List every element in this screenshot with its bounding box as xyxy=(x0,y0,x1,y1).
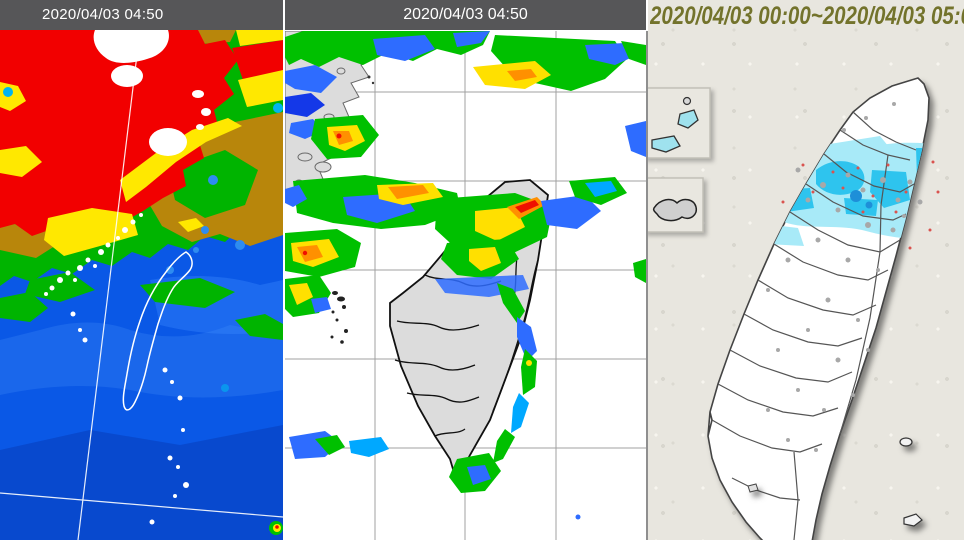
latlon-grid-lines xyxy=(0,30,283,540)
radar-echoes xyxy=(285,31,646,520)
taiwan-coastline-satellite xyxy=(122,251,193,411)
cloud-red-layer xyxy=(0,30,238,239)
rainfall-title-bar: 2020/04/03 00:00~2020/04/03 05:00 xyxy=(650,1,964,33)
radar-panel: 2020/04/03 04:50 xyxy=(285,0,648,540)
offshore-islets xyxy=(747,437,923,527)
kinmen-inset xyxy=(648,177,704,233)
rainfall-map xyxy=(648,77,940,540)
station-dots-red xyxy=(781,160,940,250)
penghu-islands xyxy=(330,291,348,344)
matsu-specks xyxy=(367,75,375,85)
radar-map xyxy=(285,31,648,540)
rainfall-time-range: 2020/04/03 00:00~2020/04/03 05:00 xyxy=(650,2,964,30)
rainfall-county-lines xyxy=(711,111,917,540)
radar-header-bar: 2020/04/03 04:50 xyxy=(285,0,646,30)
rainfall-panel: 2020/04/03 00:00~2020/04/03 05:00 xyxy=(648,0,964,540)
radar-timestamp: 2020/04/03 04:50 xyxy=(403,6,528,23)
radar-grid-lines xyxy=(285,31,646,540)
satellite-header-bar: 2020/04/03 04:50 xyxy=(0,0,283,30)
rain-gauge-station-dots xyxy=(766,102,923,452)
satellite-panel: 2020/04/03 04:50 xyxy=(0,0,283,540)
matsu-inset xyxy=(648,87,711,159)
satellite-ir-image xyxy=(0,30,283,540)
cyan-specks xyxy=(3,87,283,392)
small-echo-dot xyxy=(269,521,283,535)
satellite-timestamp: 2020/04/03 04:50 xyxy=(42,6,164,23)
